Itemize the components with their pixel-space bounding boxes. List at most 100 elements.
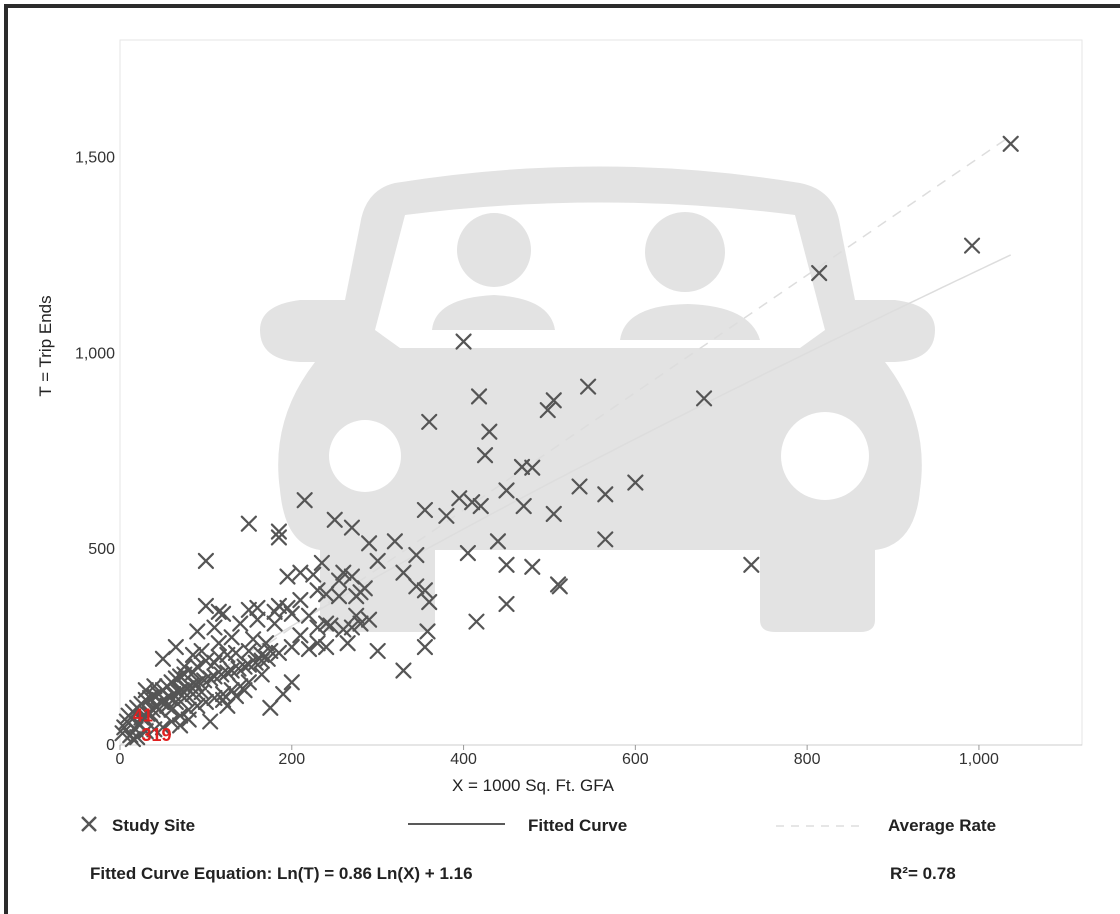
study-site-point: [210, 603, 227, 620]
car-with-two-people-icon: [260, 166, 935, 632]
study-site-point: [489, 533, 507, 550]
study-site-point: [481, 423, 498, 440]
study-site-point: [172, 717, 189, 734]
study-site-point: [180, 711, 197, 728]
study-site-point: [197, 693, 214, 711]
study-site-point: [348, 607, 365, 624]
study-site-point: [300, 607, 318, 624]
study-site-point: [963, 237, 981, 254]
x-tick-label: 400: [450, 751, 477, 768]
study-site-point: [571, 478, 588, 495]
study-site-point: [369, 552, 386, 570]
study-site-point: [339, 635, 356, 652]
study-site-point: [451, 490, 468, 507]
study-site-point: [408, 546, 425, 564]
x-tick-label: 200: [278, 751, 305, 768]
study-site-point: [137, 723, 154, 740]
x-ticks: 0 200 400 600 800 1,000: [116, 745, 999, 768]
study-site-point: [129, 729, 146, 746]
study-site-point: [318, 586, 335, 603]
study-site-point: [438, 507, 455, 524]
study-site-point: [197, 552, 214, 570]
study-site-point: [343, 568, 361, 585]
study-site-point: [309, 582, 326, 599]
study-site-point: [335, 564, 352, 581]
study-site-point: [395, 564, 412, 581]
study-site-point: [266, 603, 283, 620]
study-site-point: [352, 584, 369, 601]
study-site-point: [322, 617, 339, 634]
study-site-points: [114, 135, 1019, 748]
study-site-point: [360, 611, 378, 628]
study-site-point: [545, 505, 562, 523]
study-site-point: [545, 392, 562, 409]
study-site-point: [498, 595, 515, 613]
y-axis-title: T = Trip Ends: [36, 295, 55, 396]
legend-average-rate-label: Average Rate: [888, 816, 997, 835]
chart-frame: [4, 4, 1120, 914]
study-site-point: [266, 615, 283, 632]
study-site-point: [419, 623, 436, 640]
point-label: 319: [141, 725, 171, 745]
study-site-point: [206, 619, 223, 636]
study-site-point: [551, 578, 568, 595]
study-site-point: [214, 605, 232, 622]
study-site-point: [253, 666, 270, 683]
study-site-point: [459, 544, 476, 562]
study-site-point: [219, 664, 236, 681]
study-site-point: [597, 531, 614, 548]
study-site-point: [257, 635, 275, 652]
study-site-point: [150, 701, 167, 718]
study-site-point: [539, 402, 556, 419]
study-site-point: [300, 640, 318, 658]
study-site-point: [330, 572, 348, 589]
study-site-point: [214, 691, 232, 709]
study-site-point: [240, 642, 257, 660]
x-axis-title: X = 1000 Sq. Ft. GFA: [452, 776, 615, 795]
study-site-point: [292, 627, 309, 644]
study-site-point: [309, 619, 326, 636]
study-site-point: [240, 515, 257, 532]
study-site-point: [305, 566, 322, 583]
x-tick-label: 600: [622, 751, 649, 768]
study-site-point: [313, 554, 330, 571]
x-tick-label: 800: [794, 751, 821, 768]
study-site-point: [296, 492, 313, 509]
study-site-point: [262, 699, 279, 716]
study-site-point: [236, 682, 253, 699]
study-site-point: [210, 635, 227, 652]
study-site-point: [627, 474, 644, 491]
study-site-point: [421, 593, 438, 611]
study-site-point: [154, 650, 172, 667]
study-site-point: [470, 388, 488, 405]
point-label: 41: [133, 706, 153, 726]
study-site-point: [743, 556, 760, 573]
study-site-point: [386, 533, 403, 550]
study-site-point: [292, 564, 309, 581]
study-site-point: [189, 623, 206, 640]
x-tick-label: 0: [116, 751, 125, 768]
study-site-point: [141, 705, 159, 722]
study-site-point: [249, 599, 266, 617]
legend-fitted-curve-label: Fitted Curve: [528, 816, 628, 835]
study-site-point: [1002, 135, 1019, 152]
fitted-curve-equation: Fitted Curve Equation: Ln(T) = 0.86 Ln(X…: [90, 864, 473, 883]
study-site-point: [369, 642, 386, 660]
study-site-point: [515, 497, 532, 515]
study-site-point: [498, 482, 515, 499]
study-site-point: [202, 713, 219, 730]
study-site-point: [245, 631, 262, 648]
study-site-point: [597, 486, 614, 503]
study-site-point: [137, 682, 154, 699]
study-site-point: [190, 674, 208, 691]
study-site-point: [292, 591, 309, 609]
study-site-point: [811, 264, 828, 282]
study-site-point: [133, 709, 150, 726]
study-site-point: [283, 674, 300, 691]
study-site-point: [416, 501, 434, 519]
study-site-point: [498, 556, 515, 573]
study-site-point: [236, 658, 253, 675]
study-site-point: [326, 511, 343, 528]
